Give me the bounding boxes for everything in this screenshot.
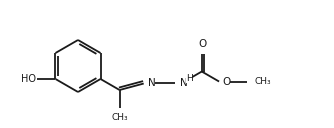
Text: N: N: [180, 78, 187, 88]
Text: N: N: [148, 78, 155, 88]
Text: H: H: [186, 74, 192, 83]
Text: O: O: [199, 39, 207, 49]
Text: O: O: [222, 77, 230, 87]
Text: CH₃: CH₃: [254, 77, 271, 86]
Text: CH₃: CH₃: [111, 113, 128, 122]
Text: HO: HO: [21, 74, 36, 84]
